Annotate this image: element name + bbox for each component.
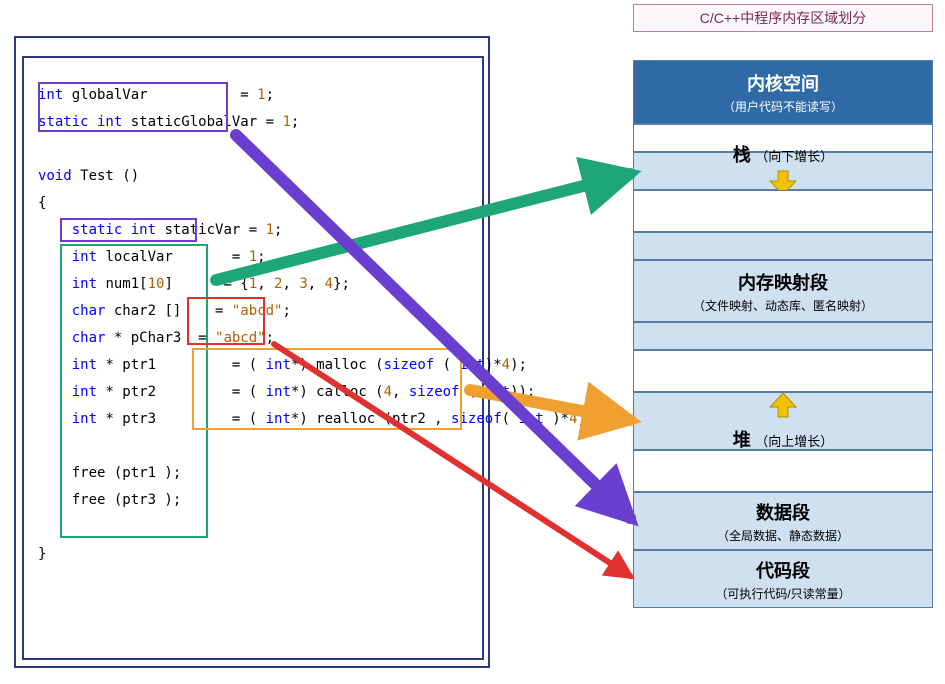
code-line-0: int globalVar = 1; (38, 82, 470, 109)
code-line-14: free (ptr1 ); (38, 460, 470, 487)
code-line-4: { (38, 190, 470, 217)
mem-title-code: 代码段 (756, 561, 810, 581)
header-title: C/C++中程序内存区域划分 (700, 10, 866, 26)
mem-block-code: 代码段 （可执行代码/只读常量） (633, 550, 933, 608)
mem-block-gap6 (633, 450, 933, 492)
mem-title-mmap: 内存映射段 (738, 273, 828, 293)
mem-title-stack: 栈 (733, 145, 751, 165)
mem-block-gap2 (633, 190, 933, 232)
code-line-17: } (38, 541, 470, 568)
mem-block-stack: 栈 （向下增长） (633, 152, 933, 190)
code-line-10: int * ptr1 = ( int*) malloc (sizeof ( in… (38, 352, 470, 379)
mem-sub-kernel: （用户代码不能读写） (723, 98, 843, 115)
code-line-12: int * ptr3 = ( int*) realloc (ptr2 , siz… (38, 406, 470, 433)
mem-sub-stack: （向下增长） (755, 149, 833, 164)
code-line-9: char * pChar3 = "abcd"; (38, 325, 470, 352)
code-inner-frame: int globalVar = 1;static int staticGloba… (22, 56, 484, 660)
mem-sub-mmap: （文件映射、动态库、匿名映射） (693, 297, 873, 314)
mem-block-gap5 (633, 350, 933, 392)
code-line-7: int num1[10] = {1, 2, 3, 4}; (38, 271, 470, 298)
mem-block-mmap: 内存映射段 （文件映射、动态库、匿名映射） (633, 260, 933, 322)
code-line-8: char char2 [] = "abcd"; (38, 298, 470, 325)
code-line-1: static int staticGlobalVar = 1; (38, 109, 470, 136)
code-line-3: void Test () (38, 163, 470, 190)
heap-arrow-up-icon (768, 391, 798, 424)
code-line-2 (38, 136, 470, 163)
header-title-box: C/C++中程序内存区域划分 (633, 4, 933, 32)
mem-block-kernel: 内核空间 （用户代码不能读写） (633, 60, 933, 124)
code-line-15: free (ptr3 ); (38, 487, 470, 514)
mem-title-heap: 堆 (733, 430, 751, 450)
code-line-11: int * ptr2 = ( int*) calloc (4, sizeof (… (38, 379, 470, 406)
mem-sub-data: （全局数据、静态数据） (717, 527, 849, 544)
code-line-13 (38, 433, 470, 460)
mem-block-gap3 (633, 232, 933, 260)
mem-block-gap4 (633, 322, 933, 350)
memory-column: 内核空间 （用户代码不能读写） 栈 （向下增长） 内存映射段 （文件映射、动态库、匿名… (633, 60, 933, 670)
mem-sub-code: （可执行代码/只读常量） (715, 585, 850, 602)
mem-title-kernel: 内核空间 (747, 74, 819, 94)
mem-title-data: 数据段 (756, 503, 810, 523)
code-line-5: static int staticVar = 1; (38, 217, 470, 244)
mem-block-data: 数据段 （全局数据、静态数据） (633, 492, 933, 550)
code-outer-frame: int globalVar = 1;static int staticGloba… (14, 36, 490, 668)
code-line-16 (38, 514, 470, 541)
code-line-6: int localVar = 1; (38, 244, 470, 271)
mem-sub-heap: （向上增长） (755, 434, 833, 449)
mem-block-heap: 堆 （向上增长） (633, 392, 933, 450)
